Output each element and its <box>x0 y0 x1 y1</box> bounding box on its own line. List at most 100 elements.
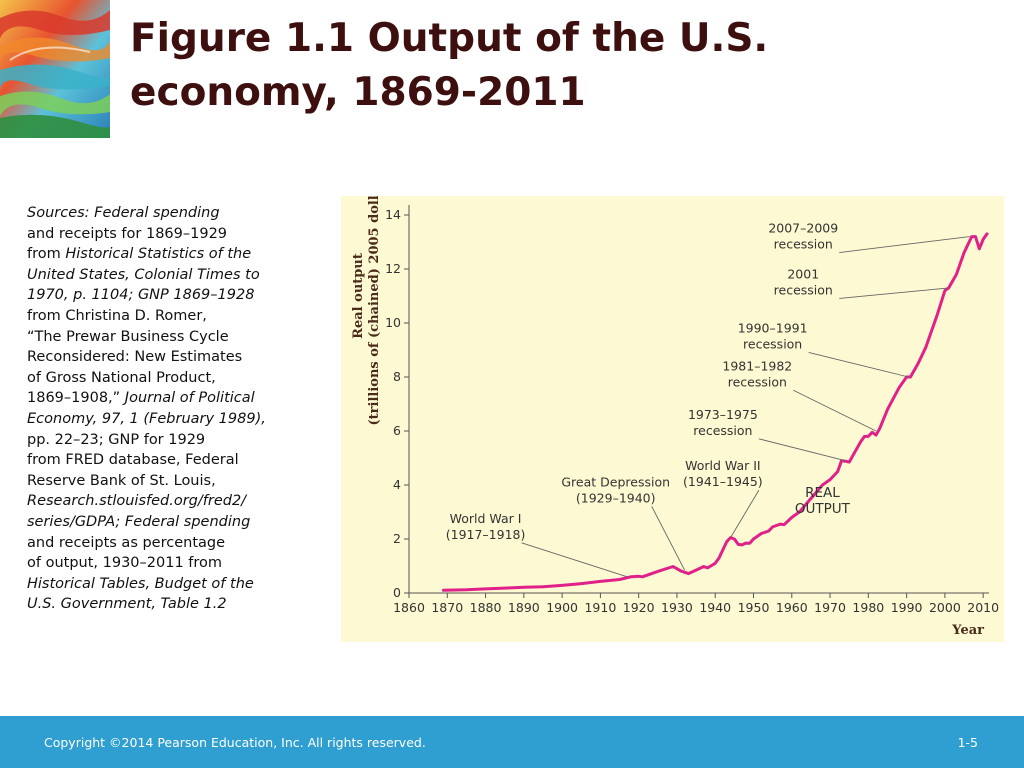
data-point <box>767 530 770 532</box>
footer-bar: Copyright ©2014 Pearson Education, Inc. … <box>0 716 1024 768</box>
page-number: 1-5 <box>957 735 978 750</box>
y-tick-label: 12 <box>385 261 401 276</box>
data-point <box>963 251 965 254</box>
annotation-label: (1917–1918) <box>446 527 526 542</box>
y-tick-label: 8 <box>393 369 401 384</box>
data-point <box>863 435 866 438</box>
x-tick-label: 1890 <box>508 600 540 615</box>
data-point <box>982 238 985 241</box>
data-point <box>672 565 674 568</box>
data-point <box>637 575 640 578</box>
annotation-label: World War I <box>450 511 522 526</box>
annotation-label: recession <box>728 374 787 389</box>
data-point <box>790 516 793 519</box>
sources-segment: Historical Statistics of the United Stat… <box>27 246 260 304</box>
data-point <box>702 565 705 568</box>
data-point <box>599 580 602 583</box>
annotation-label: Great Depression <box>561 474 670 489</box>
data-point <box>798 511 801 513</box>
annotation-label: recession <box>743 336 802 351</box>
annotation-label: 2007–2009 <box>768 221 838 236</box>
annotation-label: 1990–1991 <box>738 320 808 335</box>
annotation-leader-line <box>839 287 949 299</box>
data-point <box>611 579 613 582</box>
y-tick-label: 14 <box>385 207 401 222</box>
data-point <box>829 478 831 481</box>
data-point <box>748 542 751 545</box>
x-tick-label: 2000 <box>929 600 961 615</box>
data-point <box>909 376 912 378</box>
data-point <box>974 235 977 238</box>
annotation-label: World War II <box>685 458 761 473</box>
annotation-label: (1929–1940) <box>576 490 656 505</box>
data-point <box>679 570 682 572</box>
annotation-leader-line <box>730 489 760 538</box>
data-point <box>503 587 506 589</box>
x-tick-label: 1950 <box>738 600 770 615</box>
y-tick-label: 0 <box>393 585 401 600</box>
data-point <box>821 484 824 486</box>
annotation-leader-line <box>758 438 846 462</box>
data-point <box>442 589 445 592</box>
annotation-leader-line <box>839 236 970 253</box>
data-point <box>924 346 927 349</box>
data-point <box>741 544 743 546</box>
data-point <box>522 586 525 589</box>
annotation-label: (1941–1945) <box>683 474 763 489</box>
data-point <box>630 575 632 578</box>
x-tick-label: 1900 <box>546 600 578 615</box>
data-point <box>725 540 728 543</box>
data-point <box>618 578 621 581</box>
x-tick-label: 1910 <box>584 600 616 615</box>
data-point <box>580 582 583 585</box>
data-point <box>752 538 755 540</box>
data-point <box>760 532 763 535</box>
y-tick-label: 4 <box>393 477 401 492</box>
data-point <box>978 247 981 250</box>
sources-segment: Sources: Federal spending <box>27 205 220 221</box>
annotation-label: recession <box>774 282 833 297</box>
sources-segment: pp. 22–23; GNP for 1929 from FRED databa… <box>27 431 239 489</box>
data-point <box>737 543 740 546</box>
annotation-label: 1981–1982 <box>722 358 792 373</box>
copyright-text: Copyright ©2014 Pearson Education, Inc. … <box>44 735 426 750</box>
data-point <box>848 461 851 463</box>
output-line-chart: 0 2 4 6 8 10 12 14 1860 1870 1880 1890 1900 1910 1920 1… <box>351 196 999 638</box>
y-axis-title: Real output <box>351 253 366 339</box>
x-tick-label: 2010 <box>967 600 999 615</box>
data-point <box>656 570 659 573</box>
x-tick-label: 1970 <box>814 600 846 615</box>
data-point <box>771 526 774 528</box>
sources-segment: Historical Tables, Budget of the U.S. Go… <box>27 575 254 613</box>
annotation-leader-line <box>521 542 628 578</box>
x-tick-label: 1960 <box>776 600 808 615</box>
data-point <box>936 314 939 316</box>
data-point <box>484 588 487 590</box>
x-tick-label: 1990 <box>891 600 923 615</box>
sources-note: Sources: Federal spending and receipts f… <box>27 203 332 615</box>
sources-segment: Journal of Political Economy, 97, 1 (Feb… <box>27 390 266 427</box>
series-label: OUTPUT <box>795 501 851 517</box>
sources-segment: from Christina D. Romer, “The Prewar Bus… <box>27 307 243 407</box>
data-point <box>878 427 881 430</box>
data-point <box>944 289 946 292</box>
data-point <box>718 557 720 559</box>
annotation-leader-line <box>808 352 909 378</box>
y-axis-title: (trillions of (chained) 2005 dollars) <box>367 196 382 425</box>
data-point <box>886 408 889 411</box>
annotation-label: 2001 <box>787 266 819 281</box>
data-point <box>871 431 874 434</box>
data-point <box>706 567 709 569</box>
data-point <box>695 569 697 571</box>
annotation-label: 1973–1975 <box>688 407 758 422</box>
data-point <box>641 575 644 578</box>
annotation-label: recession <box>693 423 752 438</box>
y-tick-label: 10 <box>385 315 401 330</box>
data-point <box>714 562 717 565</box>
x-tick-label: 1860 <box>393 600 425 615</box>
sources-segment: and receipts for 1869–1929 from <box>27 225 228 263</box>
data-point <box>867 435 870 438</box>
y-tick-label: 6 <box>393 423 401 438</box>
x-axis-title: Year <box>951 623 984 638</box>
data-point <box>955 273 958 276</box>
